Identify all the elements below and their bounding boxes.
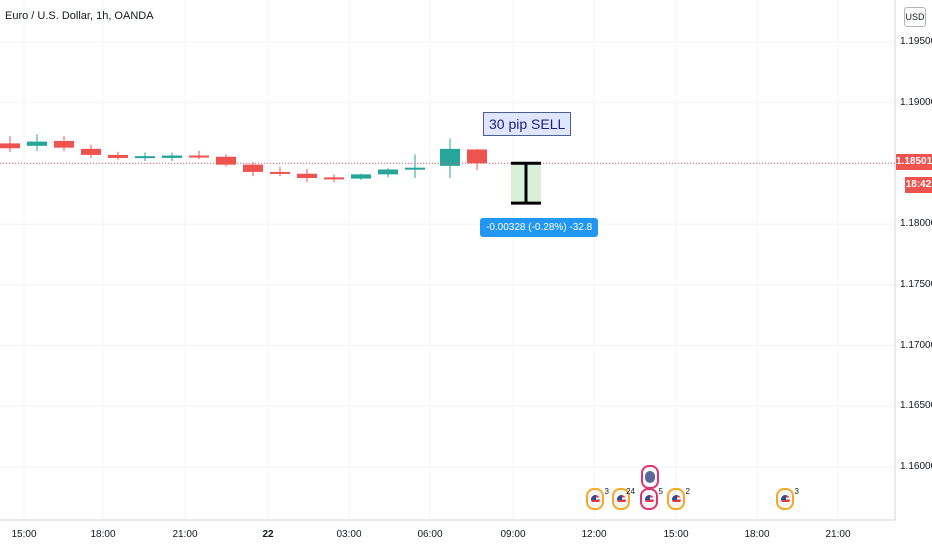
us-flag-icon <box>644 494 654 504</box>
candle-body <box>270 171 290 174</box>
overlays <box>0 161 895 205</box>
price-tick-label: 1.17000 <box>900 339 932 351</box>
time-tick-label: 21:00 <box>825 529 851 540</box>
us-flag-icon <box>780 494 790 504</box>
candles <box>0 134 487 183</box>
candle-body <box>216 156 236 165</box>
us-flag-icon <box>590 494 600 504</box>
time-tick-label: 15:00 <box>11 529 37 540</box>
time-tick-label: 22 <box>262 529 274 540</box>
sell-annotation[interactable]: 30 pip SELL <box>483 112 572 136</box>
candle-body <box>405 167 425 170</box>
price-tick-label: 1.16000 <box>900 461 932 472</box>
event-badge[interactable]: 2 <box>667 487 690 510</box>
candle-body <box>0 143 20 149</box>
price-tick-label: 1.19500 <box>900 36 932 47</box>
us-flag-icon <box>671 494 681 504</box>
event-count: 3 <box>604 487 609 496</box>
time-tick-label: 06:00 <box>417 529 443 540</box>
candle-body <box>135 156 155 159</box>
time-tick-label: 12:00 <box>581 529 607 540</box>
candle-body <box>54 140 74 148</box>
currency-button[interactable]: USD <box>904 7 926 27</box>
event-marker-icon[interactable] <box>641 465 659 489</box>
price-tick-label: 1.18000 <box>900 218 932 230</box>
time-tick-label: 18:00 <box>90 529 116 540</box>
candle-body <box>189 155 209 158</box>
candle-body <box>324 177 344 180</box>
time-tick-label: 18:00 <box>744 529 770 540</box>
time-tick-label: 15:00 <box>663 529 689 540</box>
candle-body <box>27 141 47 146</box>
time-tick-label: 09:00 <box>500 529 526 540</box>
candle-body <box>297 173 317 178</box>
candle-body <box>351 174 371 179</box>
price-tick-label: 1.17500 <box>900 278 932 290</box>
price-tick-label: 1.16500 <box>900 400 932 412</box>
measure-label[interactable]: -0.00328 (-0.28%) -32.8 <box>480 218 599 237</box>
candle-body <box>243 164 263 172</box>
us-flag-icon <box>616 494 626 504</box>
event-badge[interactable]: 3 <box>776 487 799 510</box>
grid <box>0 0 896 521</box>
symbol-title[interactable]: Euro / U.S. Dollar, 1h, OANDA <box>5 10 154 22</box>
event-count: 5 <box>658 487 663 496</box>
price-tick-label: 1.19000 <box>900 96 932 108</box>
candle-body <box>81 148 101 155</box>
candle-body <box>162 155 182 158</box>
time-tick-label: 21:00 <box>172 529 198 540</box>
event-count: 24 <box>626 487 635 496</box>
event-count: 3 <box>794 487 799 496</box>
event-count: 2 <box>685 487 690 496</box>
candle-body <box>378 169 398 175</box>
candle-body <box>108 154 128 158</box>
current-price-tag: 1.18501 <box>896 154 932 170</box>
candle-body <box>440 148 460 166</box>
event-badge[interactable]: 5 <box>640 487 663 510</box>
time-tick-label: 03:00 <box>336 529 362 540</box>
event-badge[interactable]: 24 <box>612 487 635 510</box>
candle-body <box>467 149 487 164</box>
bar-countdown-tag: 18:42 <box>905 177 932 193</box>
event-badge[interactable]: 3 <box>586 487 609 510</box>
